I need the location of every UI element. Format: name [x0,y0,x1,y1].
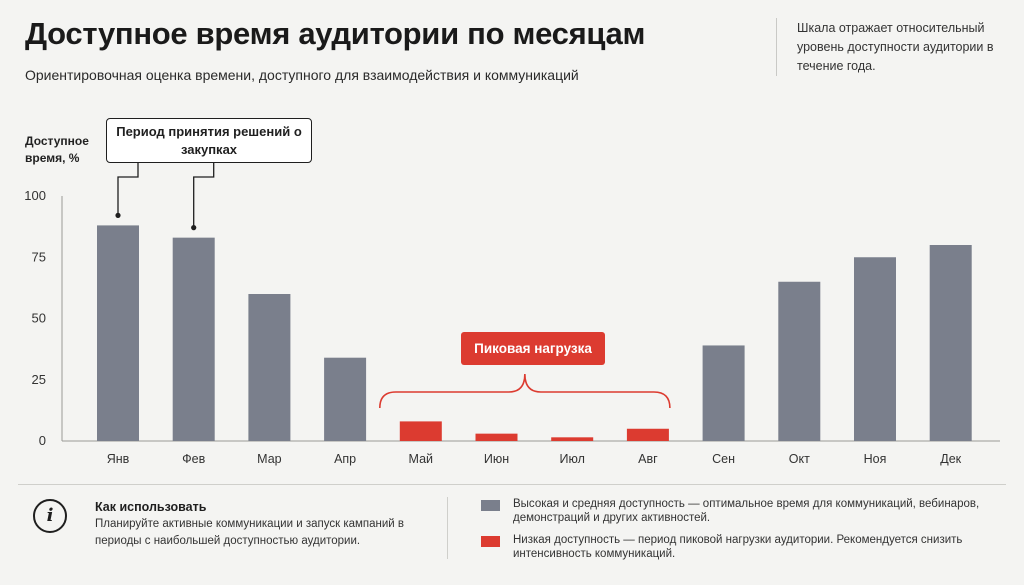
legend-divider [447,497,448,559]
bar-2 [248,294,291,441]
peak-brace [379,373,671,409]
howto-title: Как использовать [95,500,207,514]
y-tick-label: 100 [24,188,46,203]
page-title: Доступное время аудитории по месяцам [25,16,646,51]
bar-6 [551,437,594,441]
page-subtitle: Ориентировочная оценка времени, доступно… [25,67,579,83]
x-tick-label: Окт [789,452,810,466]
bar-10 [854,257,896,441]
legend-text-high: Высокая и средняя доступность — оптималь… [513,498,980,524]
howto-text: Планируйте активные коммуникации и запус… [95,518,405,547]
y-tick-label: 0 [39,433,46,448]
footer-divider [18,484,1006,485]
peak-load-badge: Пиковая нагрузка [461,332,605,365]
y-axis-title: Доступное время, % [25,134,89,165]
info-icon: i [33,499,67,533]
bar-3 [324,357,367,441]
x-tick-label: Ноя [864,452,887,466]
x-tick-label: Июн [484,452,509,466]
callout-dot [115,212,121,218]
note-divider [776,18,777,76]
callout-connector [117,163,139,216]
bar-5 [475,433,518,441]
bar-11 [929,245,972,441]
callout-connector [193,163,215,228]
x-tick-label: Май [409,452,434,466]
bar-1 [172,237,215,441]
x-tick-label: Апр [334,452,356,466]
bar-9 [778,281,821,441]
legend-swatch-low [481,536,500,547]
bar-4 [399,421,442,441]
x-tick-label: Июл [560,452,585,466]
scale-note: Шкала отражает относительный уровень дос… [797,21,994,73]
y-tick-label: 75 [32,249,46,264]
legend-text-low: Низкая доступность — период пиковой нагр… [513,534,963,560]
y-tick-label: 25 [32,372,46,387]
x-tick-label: Дек [940,452,961,466]
callout-dot [191,225,197,231]
y-tick-label: 50 [32,311,46,326]
bar-0 [97,225,139,441]
x-tick-label: Фев [182,452,205,466]
legend-swatch-high [481,500,500,511]
x-tick-label: Мар [257,452,282,466]
x-tick-label: Янв [107,452,130,466]
decision-period-callout: Период принятия решений о закупках [106,118,312,163]
x-tick-label: Авг [638,452,658,466]
x-tick-label: Сен [712,452,735,466]
bar-8 [702,345,745,441]
bar-7 [626,428,669,441]
